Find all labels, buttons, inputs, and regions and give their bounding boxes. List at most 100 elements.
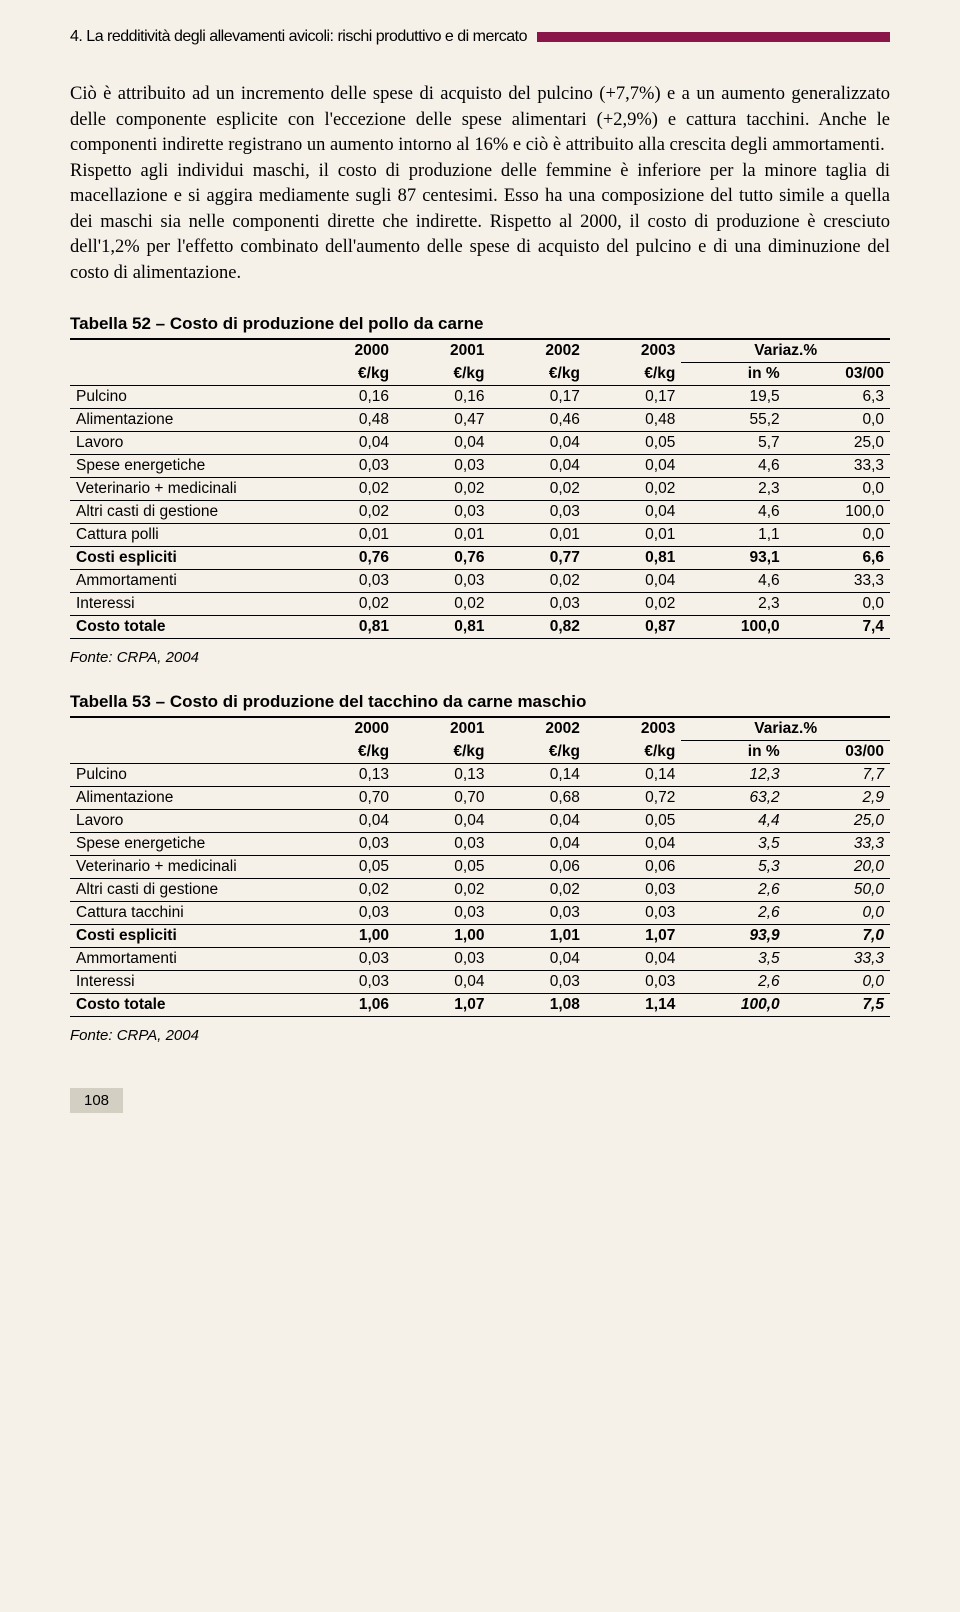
cell: 4,4 (681, 810, 785, 833)
cell: 1,01 (490, 925, 585, 948)
cell: 2,3 (681, 593, 785, 616)
cell: 33,3 (786, 833, 890, 856)
table-row: Alimentazione0,480,470,460,4855,20,0 (70, 409, 890, 432)
table-row: Pulcino0,130,130,140,1412,37,7 (70, 764, 890, 787)
cell: 0,0 (786, 902, 890, 925)
table-row: Costo totale1,061,071,081,14100,07,5 (70, 994, 890, 1017)
row-label: Altri casti di gestione (70, 501, 300, 524)
cell: 20,0 (786, 856, 890, 879)
cell: 0,04 (490, 455, 585, 478)
cell: 0,46 (490, 409, 585, 432)
cell: 1,06 (300, 994, 395, 1017)
cell: 0,82 (490, 616, 585, 639)
table52-year-3: 2003 (586, 339, 681, 363)
table-row: Pulcino0,160,160,170,1719,56,3 (70, 386, 890, 409)
cell: 0,02 (395, 593, 490, 616)
cell: 0,47 (395, 409, 490, 432)
cell: 0,0 (786, 478, 890, 501)
cell: 0,72 (586, 787, 681, 810)
cell: 0,02 (300, 879, 395, 902)
cell: 0,03 (395, 455, 490, 478)
cell: 0,03 (490, 971, 585, 994)
table-row: Costo totale0,810,810,820,87100,07,4 (70, 616, 890, 639)
cell: 1,07 (586, 925, 681, 948)
cell: 7,5 (786, 994, 890, 1017)
cell: 3,5 (681, 948, 785, 971)
cell: 0,03 (395, 948, 490, 971)
body-paragraphs: Ciò è attribuito ad un incremento delle … (70, 82, 890, 286)
cell: 0,06 (490, 856, 585, 879)
table52-title: Tabella 52 – Costo di produzione del pol… (70, 314, 890, 334)
row-label: Costo totale (70, 994, 300, 1017)
table-row: Costi espliciti1,001,001,011,0793,97,0 (70, 925, 890, 948)
cell: 0,16 (300, 386, 395, 409)
cell: 6,6 (786, 547, 890, 570)
cell: 19,5 (681, 386, 785, 409)
cell: 0,04 (586, 501, 681, 524)
cell: 0,03 (490, 501, 585, 524)
row-label: Lavoro (70, 810, 300, 833)
cell: 0,13 (395, 764, 490, 787)
cell: 0,06 (586, 856, 681, 879)
cell: 3,5 (681, 833, 785, 856)
cell: 0,81 (586, 547, 681, 570)
cell: 55,2 (681, 409, 785, 432)
table53-unit-1: €/kg (395, 741, 490, 764)
cell: 0,03 (300, 971, 395, 994)
cell: 0,0 (786, 971, 890, 994)
row-label: Altri casti di gestione (70, 879, 300, 902)
cell: 0,04 (395, 810, 490, 833)
table53-unit-5: 03/00 (786, 741, 890, 764)
cell: 0,03 (490, 593, 585, 616)
cell: 25,0 (786, 432, 890, 455)
page-number: 108 (70, 1088, 123, 1113)
table-row: Cattura tacchini0,030,030,030,032,60,0 (70, 902, 890, 925)
row-label: Spese energetiche (70, 455, 300, 478)
table-head-blank (70, 717, 300, 741)
section-number: 4. (70, 28, 82, 45)
table-row: Costi espliciti0,760,760,770,8193,16,6 (70, 547, 890, 570)
cell: 0,02 (300, 478, 395, 501)
section-title-text: La redditività degli allevamenti avicoli… (86, 28, 527, 45)
body-paragraph: Ciò è attribuito ad un incremento delle … (70, 82, 890, 159)
cell: 50,0 (786, 879, 890, 902)
cell: 0,77 (490, 547, 585, 570)
cell: 25,0 (786, 810, 890, 833)
row-label: Spese energetiche (70, 833, 300, 856)
cell: 0,03 (490, 902, 585, 925)
cell: 0,70 (395, 787, 490, 810)
row-label: Cattura tacchini (70, 902, 300, 925)
table53-unit-4: in % (681, 741, 785, 764)
table52-year-1: 2001 (395, 339, 490, 363)
cell: 0,04 (586, 948, 681, 971)
cell: 0,04 (586, 455, 681, 478)
body-paragraph: Rispetto agli individui maschi, il costo… (70, 159, 890, 287)
table-row: Interessi0,030,040,030,032,60,0 (70, 971, 890, 994)
table-head-blank2 (70, 363, 300, 386)
table-row: Interessi0,020,020,030,022,30,0 (70, 593, 890, 616)
cell: 93,9 (681, 925, 785, 948)
table53-unit-2: €/kg (490, 741, 585, 764)
cell: 0,04 (300, 432, 395, 455)
cell: 0,48 (586, 409, 681, 432)
cell: 1,00 (395, 925, 490, 948)
row-label: Interessi (70, 593, 300, 616)
row-label: Interessi (70, 971, 300, 994)
cell: 0,04 (586, 833, 681, 856)
cell: 0,01 (395, 524, 490, 547)
cell: 0,05 (586, 810, 681, 833)
cell: 2,6 (681, 902, 785, 925)
cell: 0,01 (300, 524, 395, 547)
cell: 7,7 (786, 764, 890, 787)
cell: 0,04 (395, 432, 490, 455)
table52-year-0: 2000 (300, 339, 395, 363)
row-label: Costi espliciti (70, 925, 300, 948)
row-label: Cattura polli (70, 524, 300, 547)
cell: 0,02 (395, 478, 490, 501)
cell: 0,16 (395, 386, 490, 409)
cell: 2,9 (786, 787, 890, 810)
cell: 0,0 (786, 409, 890, 432)
cell: 0,68 (490, 787, 585, 810)
table-row: Spese energetiche0,030,030,040,043,533,3 (70, 833, 890, 856)
cell: 12,3 (681, 764, 785, 787)
